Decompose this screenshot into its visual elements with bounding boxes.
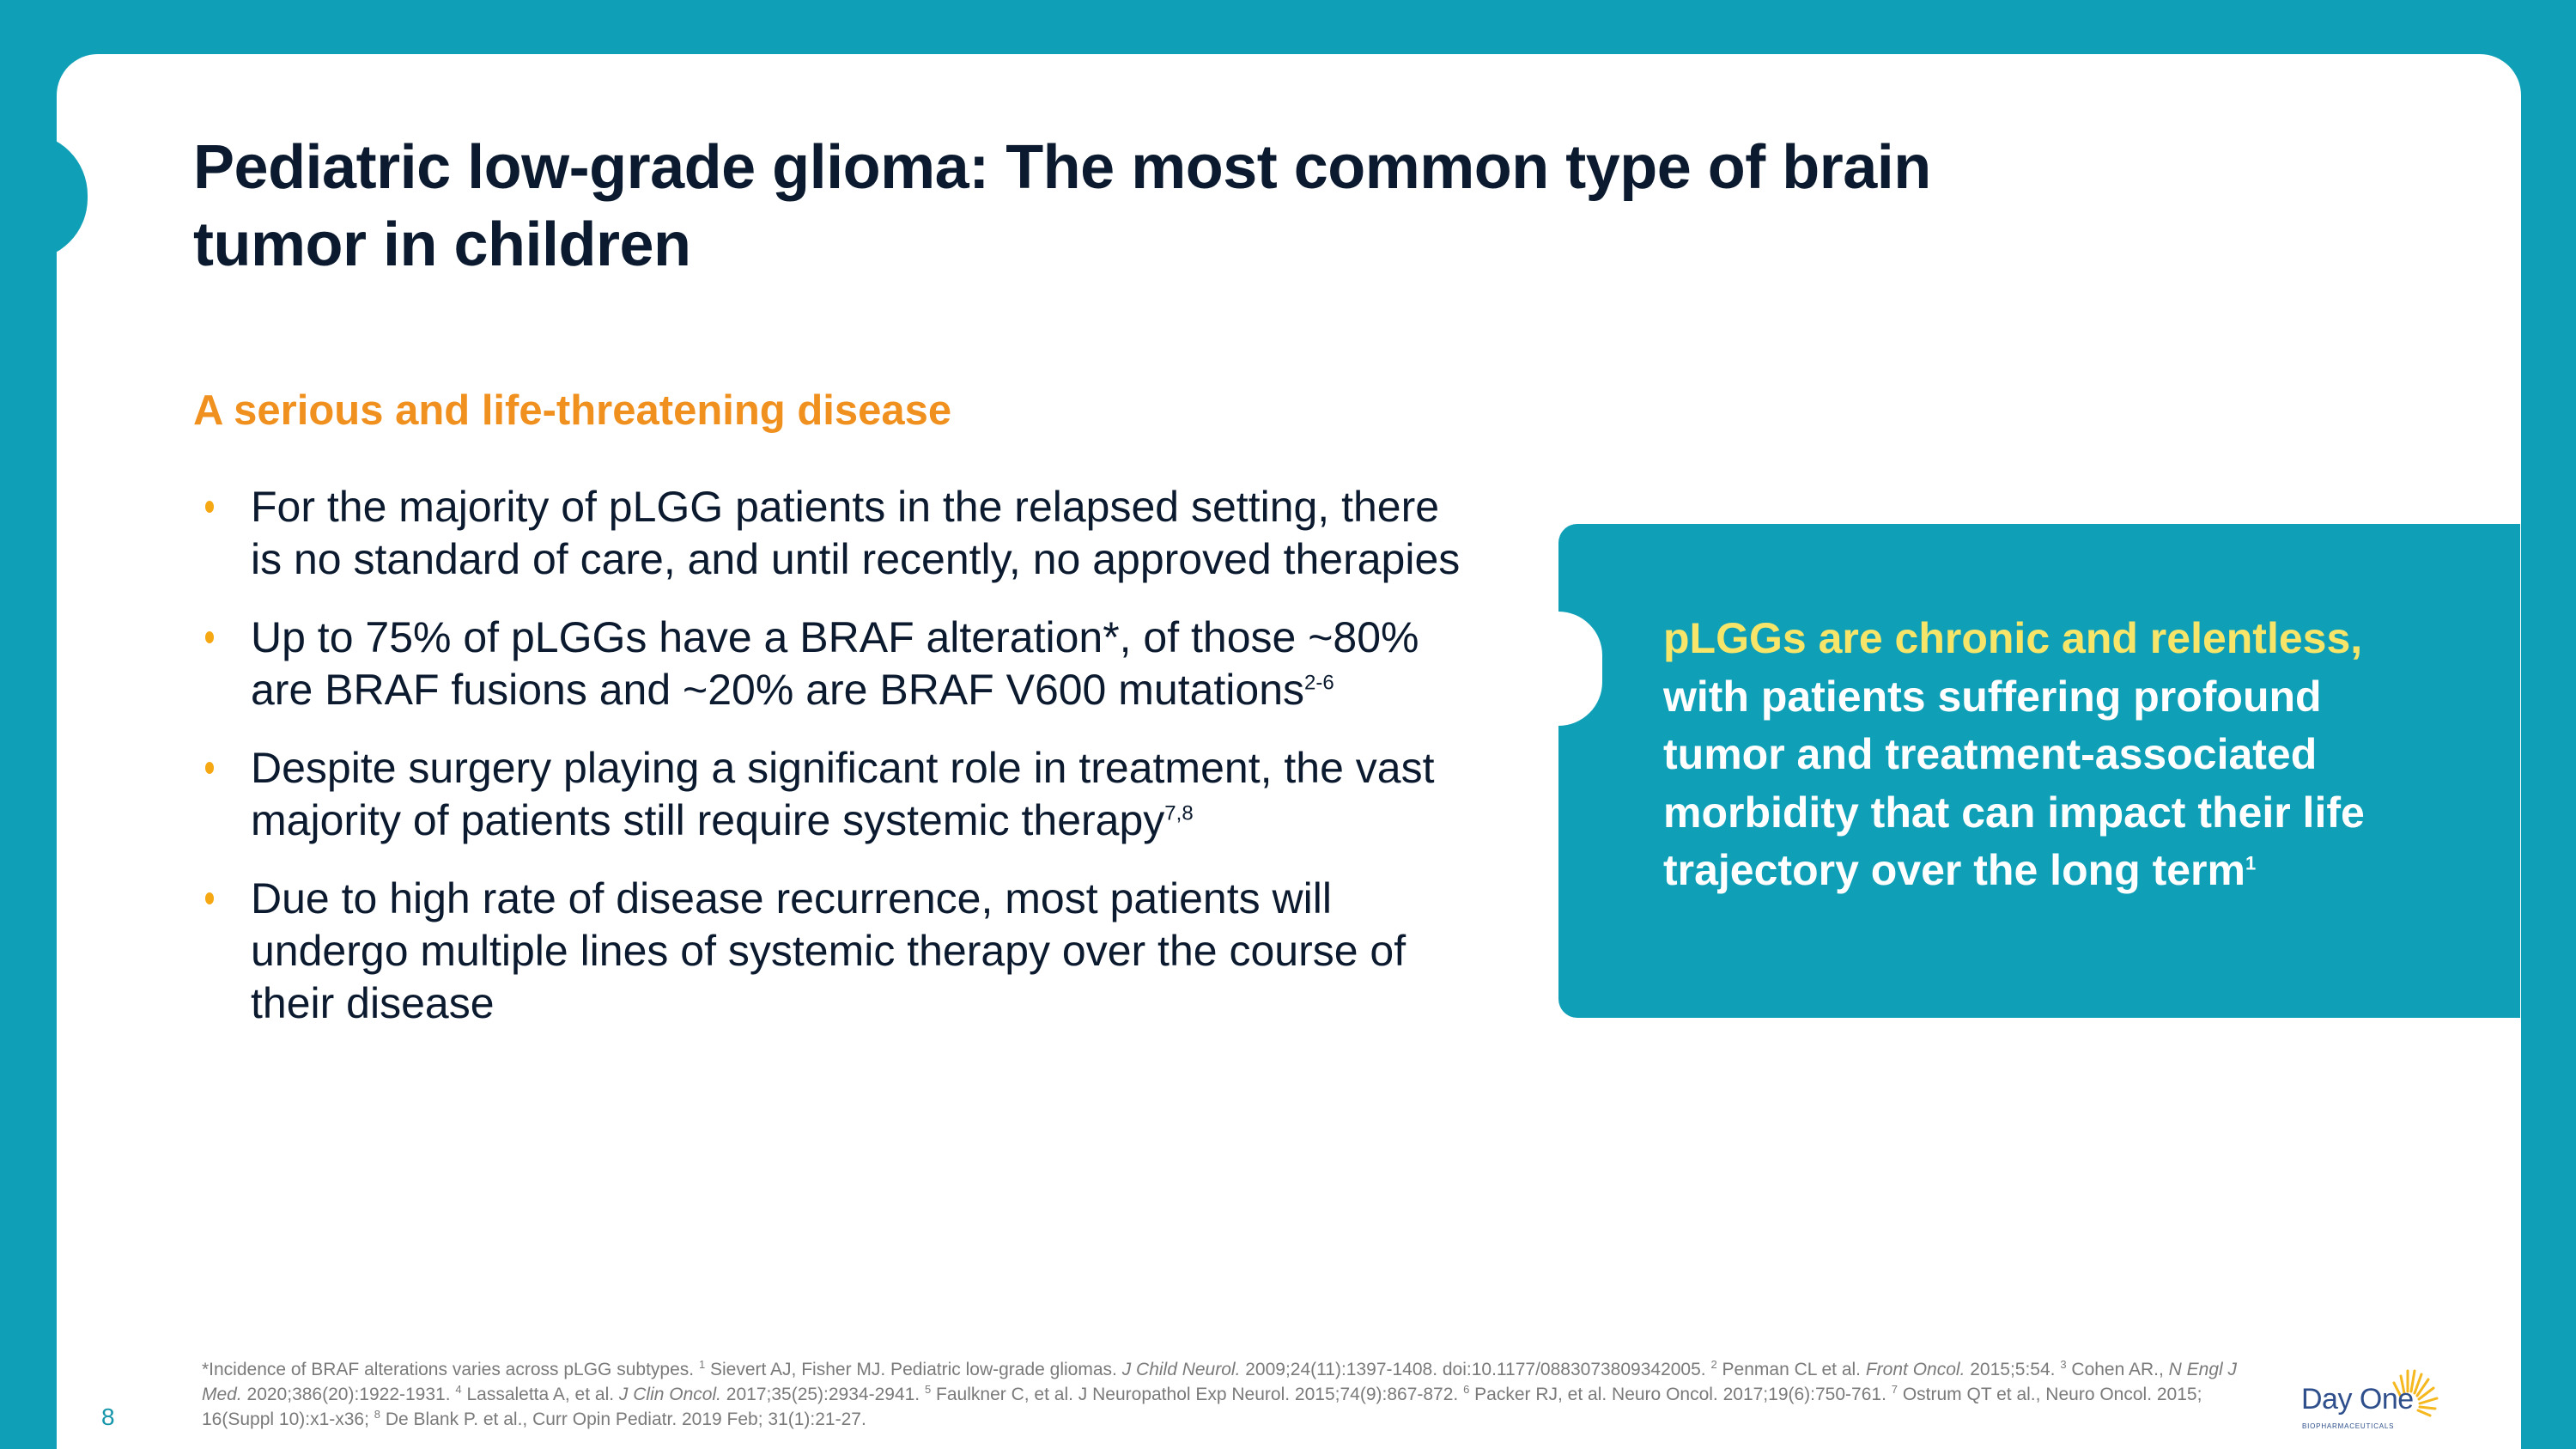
callout-text: pLGGs are chronic and relentless, with p… [1663,610,2436,900]
footnote-text: Penman CL et al. [1716,1360,1866,1379]
footnote-journal: Front Oncol. [1865,1360,1965,1379]
footnote-text: Sievert AJ, Fisher MJ. Pediatric low-gra… [705,1360,1122,1379]
callout-highlight: pLGGs are chronic and relentless, [1663,614,2363,662]
footnote-ref: 6 [1463,1383,1470,1396]
title-line-1: Pediatric low-grade glioma: The most com… [193,133,1931,202]
footnote-text: 2015;5:54. [1965,1360,2061,1379]
bullet-text: Up to 75% of pLGGs have a BRAF alteratio… [251,613,1419,714]
footnote-text: *Incidence of BRAF alterations varies ac… [202,1360,699,1379]
footnote-journal: N Engl J Med. [202,1360,2238,1404]
bullet-list: For the majority of pLGG patients in the… [193,481,1481,1056]
callout-accent-notch [1558,612,1602,726]
callout-body: with patients suffering profound tumor a… [1663,672,2365,895]
bullet-text: Despite surgery playing a significant ro… [251,744,1435,844]
callout-box: pLGGs are chronic and relentless, with p… [1558,524,2520,1018]
callout-reference: 1 [2245,852,2257,874]
section-subtitle: A serious and life-threatening disease [193,387,952,434]
footnote-ref: 5 [924,1383,932,1396]
bullet-text: For the majority of pLGG patients in the… [251,483,1461,583]
footnote-text: Lassaletta A, et al. [461,1385,619,1404]
bullet-dot-icon [205,501,214,513]
bullet-item: Up to 75% of pLGGs have a BRAF alteratio… [193,612,1481,716]
bullet-dot-icon [205,892,214,904]
bullet-reference: 2-6 [1304,671,1334,695]
footnote-text: De Blank P. et al., Curr Opin Pediatr. 2… [380,1409,866,1429]
slide-title: Pediatric low-grade glioma: The most com… [193,129,2254,283]
footnotes: *Incidence of BRAF alterations varies ac… [202,1357,2245,1432]
footnote-text: 2017;35(25):2934-2941. [720,1385,925,1404]
title-line-2: tumor in children [193,210,691,279]
footnote-journal: J Clin Oncol. [618,1385,721,1404]
bullet-item: Due to high rate of disease recurrence, … [193,873,1481,1030]
company-logo: Day One BIOPHARMACEUTICALS [2300,1366,2445,1434]
footnote-text: Faulkner C, et al. J Neuropathol Exp Neu… [931,1385,1464,1404]
footnote-text: Packer RJ, et al. Neuro Oncol. 2017;19(6… [1469,1385,1892,1404]
logo-tagline: BIOPHARMACEUTICALS [2302,1422,2395,1430]
footnote-ref: 3 [2060,1358,2067,1371]
footnote-ref: 2 [1710,1358,1717,1371]
bullet-dot-icon [205,762,214,774]
bullet-reference: 7,8 [1164,801,1194,825]
footnote-ref: 8 [374,1408,381,1421]
bullet-item: For the majority of pLGG patients in the… [193,481,1481,586]
footnote-ref: 1 [698,1358,706,1371]
page-number: 8 [101,1403,115,1430]
footnote-ref: 7 [1891,1383,1898,1396]
sunburst-icon [2392,1369,2439,1417]
bullet-text: Due to high rate of disease recurrence, … [251,874,1406,1027]
bullet-item: Despite surgery playing a significant ro… [193,742,1481,847]
footnote-text: Cohen AR., [2066,1360,2169,1379]
footnote-text: Ostrum QT et al., Neuro Oncol. 2015; 16(… [202,1385,2202,1429]
logo-wordmark: Day One [2301,1383,2414,1416]
footnote-ref: 4 [455,1383,462,1396]
footnote-text: 2009;24(11):1397-1408. doi:10.1177/08830… [1240,1360,1711,1379]
footnote-text: 2020;386(20):1922-1931. [241,1385,456,1404]
footnote-journal: J Child Neurol. [1121,1360,1241,1379]
bullet-dot-icon [205,631,214,643]
